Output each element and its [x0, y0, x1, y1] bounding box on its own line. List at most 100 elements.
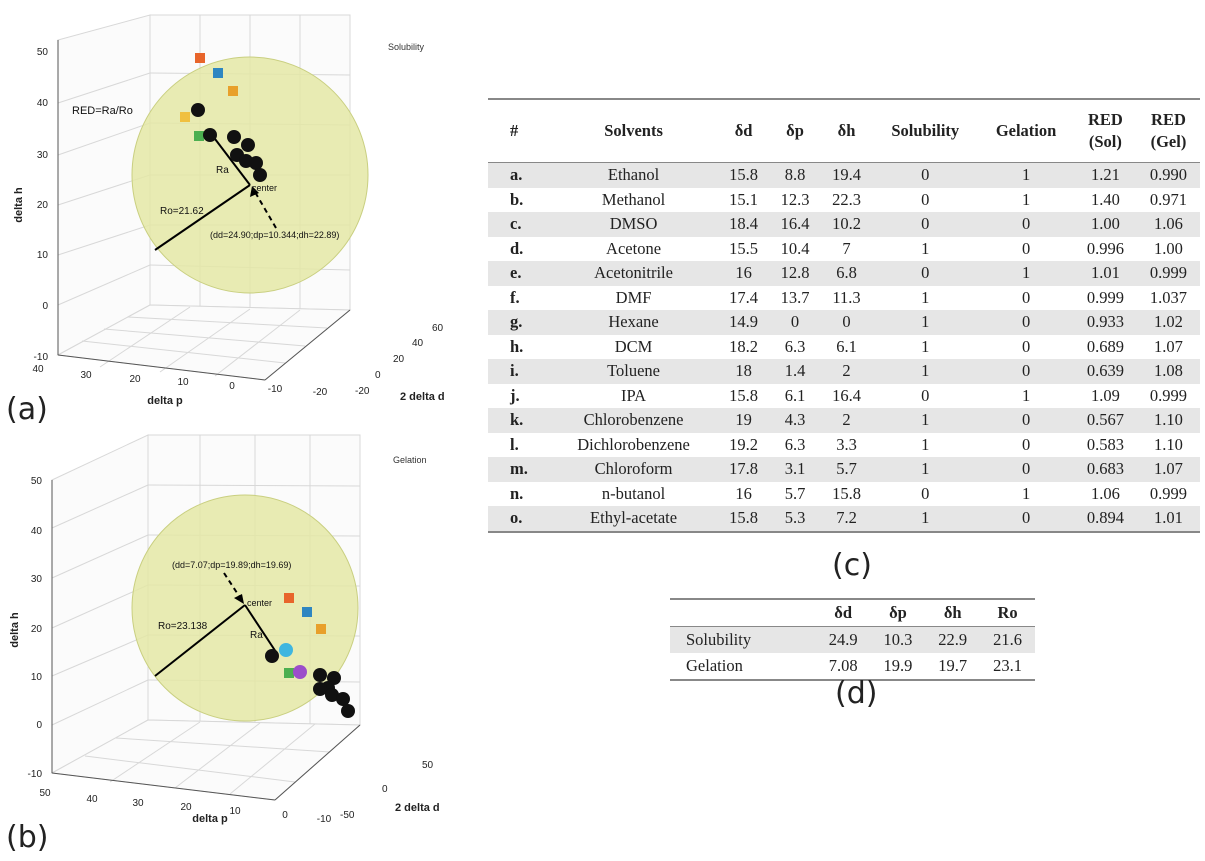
svg-text:40: 40 [86, 794, 98, 805]
table-cell: b. [510, 189, 524, 209]
marker-circle [265, 649, 279, 663]
table-cell: 0 [1021, 508, 1031, 528]
table-cell: 15.1 [729, 189, 758, 209]
table-row: i. Toluene 18 1.4 2 1 0 0.639 1.08 [488, 359, 1200, 384]
table-cell: Ethyl-acetate [590, 508, 678, 528]
table-cell: 1.02 [1154, 312, 1183, 332]
table-cell: 10.4 [780, 238, 810, 258]
table-cell: 0.999 [1149, 483, 1188, 503]
col-header: δd [734, 121, 753, 140]
table-cell: 22.3 [832, 189, 861, 209]
table-cell: 0.689 [1086, 336, 1124, 356]
table-cell: 18.2 [729, 336, 758, 356]
table-cell: 7.2 [836, 508, 857, 528]
table-cell: 19.7 [938, 656, 968, 675]
hsp-center-table: δd δp δh Ro Solubility 24.9 10.3 22.9 21.6 Ge… [670, 598, 1035, 681]
table-cell: 1 [921, 336, 930, 356]
table-cell: l. [510, 434, 519, 454]
red-formula-label: RED=Ra/Ro [72, 105, 133, 117]
table-cell: 0 [921, 189, 930, 209]
table-row: o. Ethyl-acetate 15.8 5.3 7.2 1 0 0.894 1.01 [488, 506, 1200, 532]
center-pointer-arrow [254, 191, 277, 229]
marker-circle [341, 704, 355, 718]
center-coords: (dd=7.07;dp=19.89;dh=19.69) [172, 560, 291, 570]
table-cell: 0 [921, 483, 930, 503]
svg-text:0: 0 [42, 301, 48, 312]
table-cell: 0 [1021, 214, 1031, 234]
table-row: e. Acetonitrile 16 12.8 6.8 0 1 1.01 0.999 [488, 261, 1200, 286]
svg-text:-10: -10 [28, 769, 43, 780]
panel-a-label: (a) [6, 392, 48, 427]
marker-circle [191, 103, 205, 117]
col-header: Solvents [604, 121, 663, 140]
table-cell: 0.583 [1086, 434, 1124, 454]
table-cell: 1.01 [1154, 508, 1183, 528]
table-row: b. Methanol 15.1 12.3 22.3 0 1 1.40 0.971 [488, 188, 1200, 213]
table-row: a. Ethanol 15.8 8.8 19.4 0 1 1.21 0.990 [488, 162, 1200, 188]
table-cell: Acetonitrile [594, 263, 673, 283]
table-cell: 4.3 [784, 410, 806, 430]
table-cell: 1 [1021, 483, 1031, 503]
table-cell: 19 [735, 410, 752, 430]
table-row: Gelation 7.08 19.9 19.7 23.1 [670, 653, 1035, 680]
table-row: l. Dichlorobenzene 19.2 6.3 3.3 1 0 0.583 1.10 [488, 433, 1200, 458]
ra-line [244, 604, 277, 653]
svg-text:40: 40 [37, 98, 49, 109]
corner-title: Solubility [388, 42, 425, 52]
table-cell: 6.1 [784, 385, 806, 405]
table-cell: 18 [735, 361, 752, 381]
table-cell: n. [510, 483, 524, 503]
table-cell: 5.7 [836, 459, 857, 479]
table-cell: 1.10 [1154, 434, 1183, 454]
marker-square [194, 131, 204, 141]
table-cell: 1.01 [1090, 263, 1120, 283]
table-cell: 0 [842, 312, 851, 332]
table-cell: DMSO [609, 214, 658, 234]
table-cell: 1 [1021, 165, 1031, 185]
table-cell: 11.3 [832, 287, 861, 307]
table-cell: f. [510, 287, 520, 307]
table-cell: 15.5 [729, 238, 758, 258]
table-cell: 8.8 [784, 165, 806, 185]
marker-circle [293, 665, 307, 679]
table-cell: 0.567 [1086, 410, 1124, 430]
table-cell: 7 [842, 238, 851, 258]
svg-text:0: 0 [375, 370, 381, 381]
table-cell: 0 [1021, 312, 1031, 332]
panel-d-label: (d) [835, 676, 878, 711]
svg-text:0: 0 [229, 381, 235, 392]
solvent-markers [180, 53, 267, 182]
table-cell: 21.6 [993, 630, 1022, 649]
table-row: c. DMSO 18.4 16.4 10.2 0 0 1.00 1.06 [488, 212, 1200, 237]
table-cell: 0.999 [1149, 263, 1188, 283]
ro-label: Ro=21.62 [160, 206, 204, 217]
col-header: # [510, 121, 519, 140]
svg-text:50: 50 [39, 788, 51, 799]
table-cell: 0.933 [1086, 312, 1124, 332]
table-cell: 0.999 [1149, 385, 1188, 405]
marker-circle [313, 668, 327, 682]
col-header [670, 599, 816, 627]
x-tick-labels: 50 40 30 20 10 0 -10 [39, 788, 331, 825]
table-cell: 23.1 [993, 656, 1022, 675]
ra-label: Ra [250, 630, 263, 641]
table-row: m. Chloroform 17.8 3.1 5.7 1 0 0.683 1.07 [488, 457, 1200, 482]
table-cell: 0 [1021, 287, 1031, 307]
marker-circle [279, 643, 293, 657]
col-header: δh [943, 603, 962, 622]
table-cell: 0.683 [1086, 459, 1124, 479]
table-cell: Acetone [606, 238, 662, 258]
table-cell: Toluene [607, 361, 660, 381]
svg-text:30: 30 [80, 370, 92, 381]
table-cell: 0 [921, 214, 930, 234]
table-cell: 0 [1021, 238, 1031, 258]
table-cell: 19.4 [832, 165, 861, 185]
x-axis-label: delta p [192, 813, 228, 825]
marker-square [316, 624, 326, 634]
panel-c-label: (c) [832, 548, 872, 583]
svg-text:50: 50 [31, 476, 43, 487]
panel-b-label: (b) [6, 820, 49, 855]
svg-text:-10: -10 [34, 352, 49, 363]
table-cell: 1.08 [1154, 361, 1183, 381]
marker-square [228, 86, 238, 96]
